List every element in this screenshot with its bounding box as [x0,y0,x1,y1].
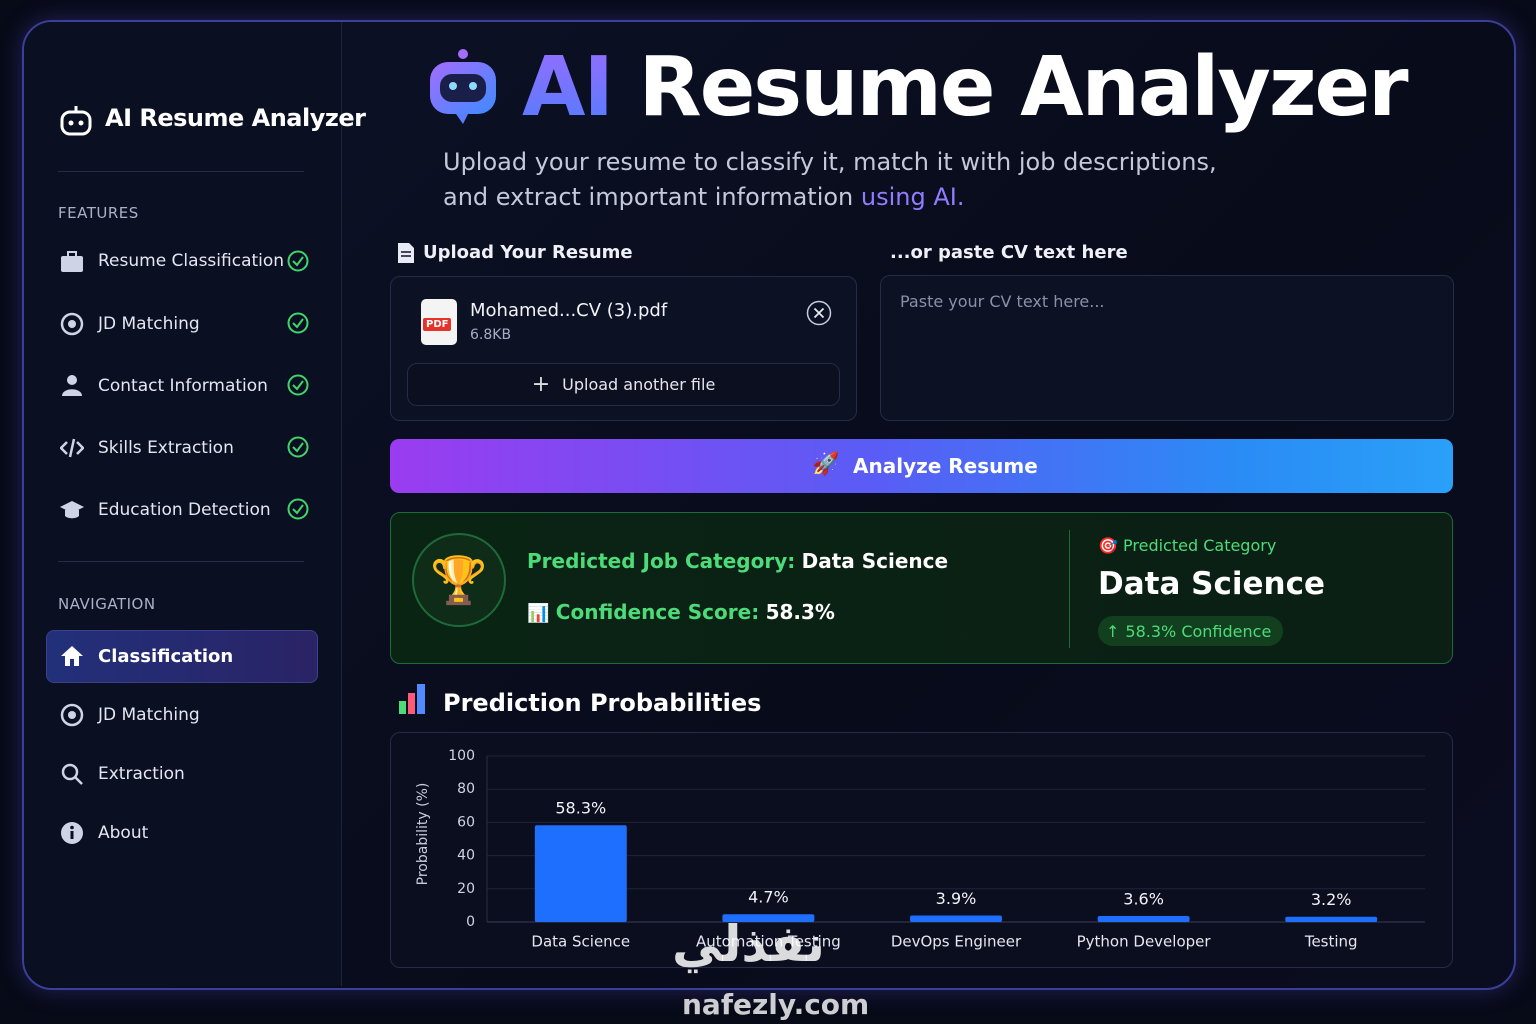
brand: AI Resume Analyzer [105,104,366,132]
feature-item: Skills Extraction [98,438,234,458]
feature-icon [60,438,84,458]
chart-icon [399,684,425,714]
bar [1097,916,1190,922]
upload-another-text: Upload another file [562,375,716,394]
subtitle-accent: using AI. [860,183,965,211]
bar [722,914,815,922]
y-tick-label: 0 [466,914,475,930]
value-label: 58.3% [555,799,606,818]
feature-item: Resume Classification [98,251,285,271]
value-label: 3.2% [1311,890,1352,909]
check-icon [287,312,309,334]
y-tick-label: 60 [457,814,475,830]
check-icon [287,374,309,396]
file-name: Mohamed...CV (3).pdf [470,300,668,321]
section-heading: NAVIGATION [58,595,156,613]
side-confidence: 58.3% Confidence [1125,621,1272,641]
check-icon [287,250,309,272]
category-line: Predicted Job Category: Data Science [527,549,948,573]
watermark-latin: nafezly.com [682,988,870,1021]
nav-item[interactable]: Classification [98,646,234,667]
upload-label: Upload Your Resume [423,242,633,263]
target-emoji: 🎯 [1098,536,1118,555]
plus-icon: + [531,372,551,397]
y-tick-label: 80 [457,781,475,797]
confidence-value: 58.3% [765,600,835,624]
divider [58,171,304,172]
robot-logo [430,49,496,124]
value-label: 3.9% [936,889,977,908]
analyze-button[interactable] [390,439,1453,493]
analyze-text: Analyze Resume [853,454,1038,478]
value-label: 3.6% [1123,890,1164,909]
check-icon [287,436,309,458]
brand-icon [60,106,92,136]
side-label: Predicted Category [1123,536,1277,555]
category-value: Data Science [801,549,949,573]
title-accent: AI [522,40,614,135]
paste-label: ...or paste CV text here [890,242,1128,263]
feature-icon [60,312,84,336]
y-tick-label: 40 [457,848,475,864]
title-text: Resume Analyzer [638,40,1409,135]
page-title: AI Resume Analyzer [522,40,1409,135]
bar [534,825,627,922]
feature-item: Contact Information [98,376,268,396]
feature-icon [60,501,84,519]
divider [1069,530,1070,648]
check-icon [287,498,309,520]
value-label: 4.7% [748,888,789,907]
chart-title: Prediction Probabilities [443,689,762,717]
nav-icon [61,763,83,785]
bar-chart: Probability (%) 0 20 40 60 80 100 Data Science… [415,748,1425,951]
feature-icon [61,251,83,272]
file-size: 6.8KB [470,327,512,343]
subtitle: Upload your resume to classify it, match… [443,148,1217,176]
divider [58,561,304,562]
nav-item[interactable]: About [98,823,149,843]
x-tick-label: Python Developer [1077,933,1212,951]
doc-icon [398,243,414,263]
x-tick-label: Data Science [531,933,630,951]
trophy-icon: 🏆 [412,533,506,627]
y-tick-label: 100 [448,748,475,764]
y-tick-label: 20 [457,881,475,897]
confidence-line: 📊 Confidence Score: 58.3% [527,600,835,624]
subtitle: and extract important information using … [443,183,965,211]
nav-icon [61,822,83,844]
nav-icon [61,646,83,666]
confidence-label: Confidence Score: [555,600,760,624]
nav-selected[interactable] [46,630,318,683]
feature-item: Education Detection [98,500,271,520]
placeholder: Paste your CV text here... [900,292,1105,311]
nav-item[interactable]: JD Matching [98,705,200,725]
category-label: Predicted Job Category: [527,549,796,573]
nav-item[interactable]: Extraction [98,764,185,784]
watermark-arabic: نفذلي [672,915,826,973]
bar [910,915,1002,922]
subtitle-text: and extract important information [443,183,854,211]
pdf-badge: PDF [423,318,452,331]
x-tick-label: DevOps Engineer [891,933,1022,951]
upload-another[interactable]: + Upload another file [407,363,840,406]
remove-file[interactable] [806,300,832,326]
paste-textarea[interactable] [880,275,1454,421]
rocket-icon: 🚀 [812,452,840,477]
bar [1285,916,1378,922]
y-axis-label: Probability (%) [415,783,431,886]
feature-item: JD Matching [98,314,200,334]
x-tick-label: Testing [1304,933,1358,951]
chart-emoji: 📊 [527,603,550,624]
side-label-line: 🎯 Predicted Category [1098,536,1276,555]
confidence-pill: ↑ 58.3% Confidence [1098,616,1284,646]
feature-icon [62,375,82,396]
nav-icon [60,703,84,727]
section-heading: FEATURES [58,204,139,222]
x-tick-label: Automation Testing [696,933,841,951]
side-category: Data Science [1098,566,1326,602]
arrow-up: ↑ [1106,621,1120,641]
